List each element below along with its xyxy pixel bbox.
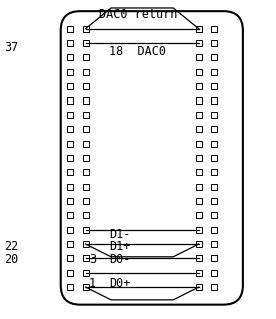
Bar — [83, 40, 89, 46]
Bar — [83, 212, 89, 219]
Bar — [83, 183, 89, 190]
Bar — [211, 40, 217, 46]
Bar — [67, 270, 73, 276]
Bar — [211, 140, 217, 147]
Bar — [67, 26, 73, 32]
Bar — [196, 126, 202, 132]
Bar — [211, 83, 217, 89]
Bar — [211, 169, 217, 175]
Bar — [67, 284, 73, 290]
Bar — [83, 255, 89, 262]
Bar — [83, 140, 89, 147]
Bar — [211, 112, 217, 118]
Bar — [67, 112, 73, 118]
Bar — [196, 54, 202, 61]
Bar — [67, 126, 73, 132]
Bar — [211, 97, 217, 104]
Bar — [211, 255, 217, 262]
Bar — [83, 198, 89, 204]
Text: D0+: D0+ — [109, 277, 130, 290]
Text: D0-: D0- — [109, 253, 130, 266]
Bar — [67, 255, 73, 262]
Bar — [211, 198, 217, 204]
Bar — [196, 155, 202, 161]
Bar — [67, 226, 73, 233]
Bar — [211, 155, 217, 161]
Bar — [83, 26, 89, 32]
Bar — [67, 140, 73, 147]
Bar — [83, 155, 89, 161]
Bar — [83, 97, 89, 104]
Bar — [196, 97, 202, 104]
Bar — [83, 241, 89, 247]
Bar — [196, 198, 202, 204]
Bar — [196, 169, 202, 175]
Bar — [67, 83, 73, 89]
Bar — [211, 212, 217, 219]
Bar — [196, 112, 202, 118]
Bar — [67, 155, 73, 161]
Bar — [83, 54, 89, 61]
Bar — [83, 83, 89, 89]
Bar — [196, 241, 202, 247]
Bar — [196, 255, 202, 262]
Bar — [67, 97, 73, 104]
Bar — [211, 69, 217, 75]
Bar — [211, 26, 217, 32]
Bar — [67, 69, 73, 75]
Bar — [196, 140, 202, 147]
Text: 22: 22 — [4, 240, 18, 253]
Text: 18  DAC0: 18 DAC0 — [109, 45, 166, 58]
Bar — [211, 241, 217, 247]
Bar — [196, 40, 202, 46]
Text: 3: 3 — [89, 253, 96, 266]
Bar — [196, 270, 202, 276]
Bar — [67, 40, 73, 46]
Bar — [67, 212, 73, 219]
Bar — [211, 126, 217, 132]
Text: D1+: D1+ — [109, 240, 130, 253]
Bar — [196, 26, 202, 32]
Text: 37: 37 — [4, 41, 18, 54]
Bar — [83, 69, 89, 75]
FancyBboxPatch shape — [61, 11, 243, 305]
Bar — [83, 284, 89, 290]
Bar — [196, 83, 202, 89]
Bar — [83, 226, 89, 233]
Bar — [196, 183, 202, 190]
Bar — [67, 241, 73, 247]
Bar — [67, 169, 73, 175]
Bar — [83, 270, 89, 276]
Bar — [83, 112, 89, 118]
Text: 20: 20 — [4, 253, 18, 266]
Text: D1-: D1- — [109, 228, 130, 241]
Bar — [211, 284, 217, 290]
Bar — [196, 69, 202, 75]
Bar — [196, 284, 202, 290]
Text: DAC0 return: DAC0 return — [99, 8, 177, 21]
Bar — [211, 54, 217, 61]
Bar — [211, 226, 217, 233]
Bar — [67, 183, 73, 190]
Bar — [83, 126, 89, 132]
Bar — [67, 54, 73, 61]
Bar — [196, 212, 202, 219]
Text: 1: 1 — [89, 277, 96, 290]
Bar — [211, 183, 217, 190]
Bar — [211, 270, 217, 276]
Bar — [83, 169, 89, 175]
Bar — [67, 198, 73, 204]
Bar — [196, 226, 202, 233]
